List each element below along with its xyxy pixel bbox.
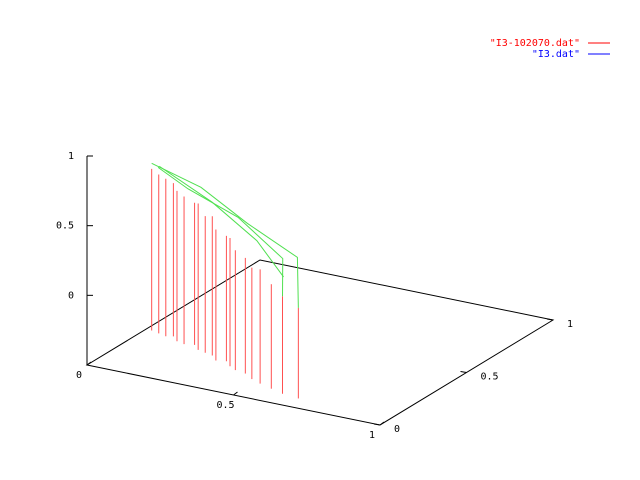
legend-label: "I3-102070.dat"	[490, 38, 580, 49]
base-plane	[85, 259, 555, 426]
surface-line	[158, 165, 284, 278]
z-tick-label: 0.5	[56, 221, 74, 232]
z-tick-label: 1	[68, 151, 74, 162]
surface-line	[157, 166, 284, 297]
y-tick-label: 0.5	[481, 372, 499, 383]
y-tick	[373, 423, 381, 426]
y-tick	[460, 371, 467, 373]
x-tick-label: 0	[76, 370, 82, 381]
x-tick	[379, 421, 385, 426]
x-tick	[86, 361, 92, 366]
z-tick-label: 0	[68, 290, 74, 301]
x-tick-label: 1	[369, 430, 375, 441]
legend-label: "I3.dat"	[532, 49, 580, 60]
y-tick	[546, 318, 554, 321]
y-tick-label: 1	[567, 319, 573, 330]
x-tick	[233, 391, 238, 396]
y-tick-label: 0	[394, 424, 400, 435]
x-tick-label: 0.5	[216, 400, 234, 411]
surface-line	[151, 162, 299, 308]
